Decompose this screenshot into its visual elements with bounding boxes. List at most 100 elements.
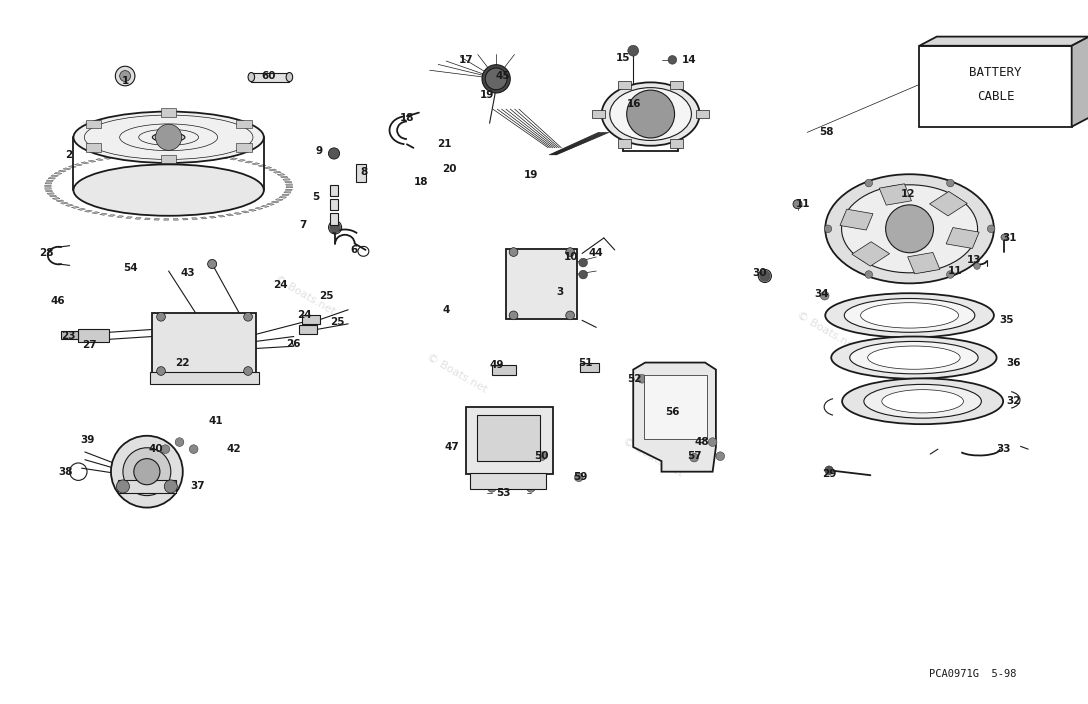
Text: PCA0971G  5-98: PCA0971G 5-98 bbox=[929, 670, 1016, 679]
Bar bbox=[161, 155, 176, 163]
Polygon shape bbox=[840, 209, 873, 230]
Polygon shape bbox=[48, 177, 55, 179]
Polygon shape bbox=[58, 170, 66, 172]
Text: 51: 51 bbox=[578, 358, 593, 367]
Circle shape bbox=[1001, 234, 1007, 241]
Circle shape bbox=[115, 66, 135, 86]
Polygon shape bbox=[71, 206, 79, 208]
Circle shape bbox=[482, 65, 510, 93]
Text: 34: 34 bbox=[814, 289, 829, 299]
Circle shape bbox=[987, 225, 994, 232]
Circle shape bbox=[157, 367, 165, 375]
Circle shape bbox=[701, 434, 709, 443]
Circle shape bbox=[825, 466, 833, 474]
Polygon shape bbox=[135, 218, 141, 220]
Ellipse shape bbox=[842, 184, 977, 272]
Polygon shape bbox=[46, 180, 53, 182]
Text: 5: 5 bbox=[312, 192, 319, 202]
Text: 32: 32 bbox=[1006, 396, 1022, 406]
Polygon shape bbox=[852, 241, 890, 266]
Circle shape bbox=[820, 291, 829, 300]
Polygon shape bbox=[159, 153, 164, 155]
Text: 58: 58 bbox=[819, 127, 834, 137]
Text: 42: 42 bbox=[226, 444, 242, 454]
Bar bbox=[506, 249, 577, 319]
Bar bbox=[118, 480, 176, 493]
Polygon shape bbox=[242, 210, 249, 213]
Bar bbox=[161, 108, 176, 117]
Polygon shape bbox=[164, 218, 169, 220]
Polygon shape bbox=[269, 169, 276, 171]
Polygon shape bbox=[205, 154, 211, 156]
Polygon shape bbox=[126, 217, 133, 219]
Bar bbox=[492, 365, 516, 375]
Circle shape bbox=[579, 258, 588, 267]
Circle shape bbox=[886, 205, 934, 253]
Polygon shape bbox=[183, 218, 188, 220]
Ellipse shape bbox=[864, 384, 981, 418]
Bar bbox=[670, 80, 683, 89]
Ellipse shape bbox=[844, 298, 975, 332]
Polygon shape bbox=[116, 215, 124, 218]
Polygon shape bbox=[45, 188, 51, 189]
Polygon shape bbox=[263, 167, 272, 169]
Circle shape bbox=[116, 480, 129, 493]
Circle shape bbox=[244, 367, 252, 375]
Polygon shape bbox=[279, 196, 286, 199]
Bar bbox=[330, 185, 338, 196]
Circle shape bbox=[865, 271, 873, 278]
Text: 12: 12 bbox=[901, 189, 916, 199]
Text: 3: 3 bbox=[557, 287, 564, 297]
Bar bbox=[78, 329, 109, 342]
Text: 27: 27 bbox=[82, 340, 97, 350]
Polygon shape bbox=[61, 202, 69, 204]
Polygon shape bbox=[237, 159, 246, 161]
Polygon shape bbox=[49, 195, 57, 197]
Ellipse shape bbox=[286, 73, 293, 82]
Text: 19: 19 bbox=[523, 170, 539, 180]
Ellipse shape bbox=[850, 341, 978, 374]
Bar bbox=[86, 144, 101, 151]
Text: 41: 41 bbox=[208, 416, 223, 426]
Text: 36: 36 bbox=[1006, 358, 1022, 367]
Text: 33: 33 bbox=[996, 444, 1011, 454]
Text: 28: 28 bbox=[39, 249, 54, 258]
Text: 19: 19 bbox=[480, 90, 495, 100]
Text: 40: 40 bbox=[148, 444, 163, 454]
Polygon shape bbox=[131, 154, 137, 156]
Polygon shape bbox=[245, 161, 252, 163]
Circle shape bbox=[638, 375, 646, 383]
Circle shape bbox=[708, 438, 717, 446]
Polygon shape bbox=[213, 156, 221, 158]
Circle shape bbox=[330, 222, 341, 233]
Text: 7: 7 bbox=[299, 220, 306, 230]
Bar bbox=[356, 164, 366, 182]
Polygon shape bbox=[907, 253, 940, 274]
Polygon shape bbox=[919, 37, 1088, 46]
Text: 24: 24 bbox=[273, 280, 288, 290]
Polygon shape bbox=[45, 182, 52, 184]
Circle shape bbox=[509, 311, 518, 320]
Ellipse shape bbox=[602, 82, 700, 146]
Circle shape bbox=[189, 445, 198, 453]
Polygon shape bbox=[81, 162, 89, 164]
Text: 38: 38 bbox=[58, 467, 73, 477]
Polygon shape bbox=[177, 153, 183, 155]
Text: 18: 18 bbox=[413, 177, 429, 187]
Text: © Boats.net: © Boats.net bbox=[621, 436, 684, 479]
Text: © Boats.net: © Boats.net bbox=[273, 275, 336, 317]
Polygon shape bbox=[234, 213, 242, 215]
Polygon shape bbox=[271, 201, 280, 203]
Circle shape bbox=[134, 458, 160, 485]
Circle shape bbox=[566, 248, 574, 256]
Polygon shape bbox=[69, 165, 76, 168]
Circle shape bbox=[161, 445, 170, 453]
Polygon shape bbox=[191, 218, 198, 220]
Polygon shape bbox=[51, 175, 59, 177]
Circle shape bbox=[504, 440, 515, 451]
Bar bbox=[618, 139, 631, 148]
Bar bbox=[86, 120, 101, 128]
Ellipse shape bbox=[610, 88, 692, 140]
Bar bbox=[299, 325, 317, 334]
Text: 57: 57 bbox=[687, 451, 702, 461]
